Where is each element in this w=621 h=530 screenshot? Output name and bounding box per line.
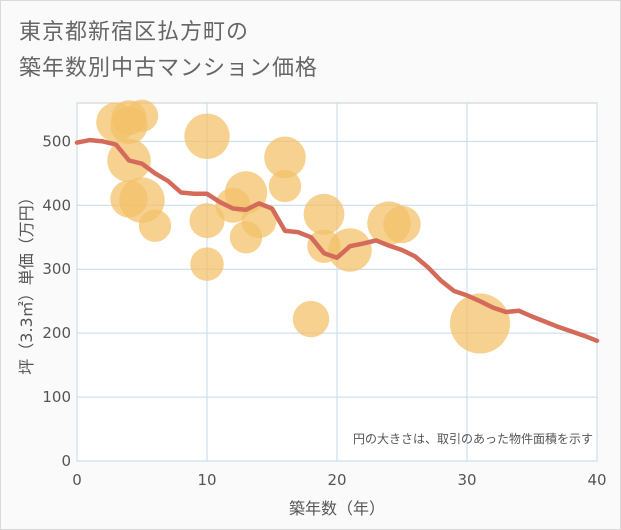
y-tick-label: 100 [42,388,71,406]
trend-line [74,137,600,344]
y-tick-label: 300 [42,260,71,278]
bubble-point [383,205,421,244]
bubble-layer [96,99,510,354]
bubble-point [189,203,225,239]
x-tick-label: 40 [587,471,606,489]
grid-lines [76,103,598,462]
bubble-point [268,169,302,203]
title-line-1: 東京都新宿区払方町の [19,20,250,45]
bubble-point [138,209,172,242]
bubble-point [328,228,372,272]
title-line-2: 築年数別中古マンション価格 [19,56,319,81]
y-tick-label: 400 [42,196,71,214]
bubble-point [190,247,224,281]
note-text: 円の大きさは、取引のあった物件面積を示す [353,431,593,446]
trend-layer [74,137,600,344]
x-tick-label: 30 [457,471,476,489]
y-tick-label: 200 [42,324,71,342]
bubble-point [292,300,330,338]
x-tick-label: 20 [327,471,346,489]
chart-title: 東京都新宿区払方町の 築年数別中古マンション価格 [19,15,318,87]
bubble-point [303,193,345,235]
y-tick-label: 500 [42,132,71,150]
x-axis-title: 築年数（年） [289,499,385,518]
bubble-point [184,113,230,159]
bubble-point [125,99,159,132]
y-axis-title: 坪（3.3㎡）単価（万円） [17,189,36,374]
bubble-point [241,203,277,239]
bubble-point [264,136,306,179]
y-tick-label: 0 [61,452,71,470]
x-tick-label: 0 [72,471,82,489]
x-tick-label: 10 [197,471,216,489]
